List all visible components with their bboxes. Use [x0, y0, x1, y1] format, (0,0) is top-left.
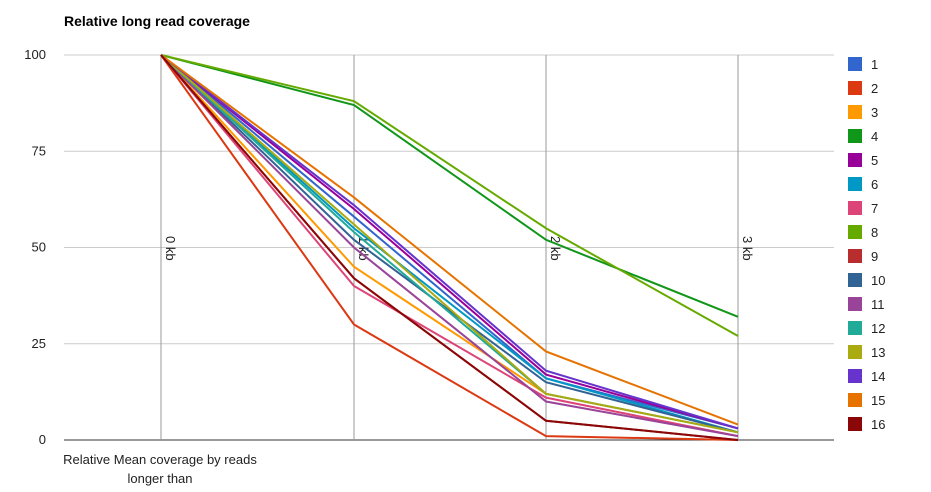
legend-item: 8	[848, 220, 885, 244]
y-tick-label: 100	[24, 47, 46, 62]
series-line-2	[160, 54, 739, 441]
legend-item: 2	[848, 76, 885, 100]
legend-swatch	[848, 57, 862, 71]
series-line-12	[160, 54, 739, 434]
legend-item: 11	[848, 292, 885, 316]
legend-item: 15	[848, 388, 885, 412]
legend-swatch	[848, 393, 862, 407]
legend-label: 7	[871, 200, 879, 216]
y-tick-label: 75	[32, 143, 46, 158]
series-line-5	[160, 54, 739, 430]
legend-item: 14	[848, 364, 885, 388]
y-tick-label: 50	[32, 240, 46, 255]
legend-label: 1	[871, 56, 879, 72]
legend-item: 9	[848, 244, 885, 268]
legend-swatch	[848, 201, 862, 215]
y-tick-label: 0	[39, 432, 46, 447]
legend-label: 12	[871, 320, 886, 336]
legend-label: 3	[871, 104, 879, 120]
legend-item: 12	[848, 316, 885, 340]
x-tick-label: 3 kb	[740, 236, 755, 261]
legend-item: 16	[848, 412, 885, 436]
legend-swatch	[848, 225, 862, 239]
legend-label: 6	[871, 176, 879, 192]
legend-swatch	[848, 417, 862, 431]
series-line-15	[160, 54, 739, 426]
legend-label: 9	[871, 248, 879, 264]
series-line-14	[160, 54, 739, 430]
legend-label: 2	[871, 80, 879, 96]
legend-item: 6	[848, 172, 885, 196]
series-line-6	[160, 54, 739, 434]
series-line-11	[160, 54, 739, 438]
legend-swatch	[848, 129, 862, 143]
series-line-3	[160, 54, 739, 434]
chart-title: Relative long read coverage	[64, 13, 250, 29]
x-tick-label: 2 kb	[548, 236, 563, 261]
legend-item: 7	[848, 196, 885, 220]
legend-label: 15	[871, 392, 886, 408]
legend-item: 10	[848, 268, 885, 292]
legend-item: 5	[848, 148, 885, 172]
legend-item: 3	[848, 100, 885, 124]
legend-swatch	[848, 249, 862, 263]
legend-swatch	[848, 345, 862, 359]
legend-swatch	[848, 321, 862, 335]
legend-swatch	[848, 81, 862, 95]
series-line-1	[160, 54, 739, 430]
legend-label: 16	[871, 416, 886, 432]
legend-label: 4	[871, 128, 879, 144]
legend-label: 13	[871, 344, 886, 360]
legend-label: 10	[871, 272, 886, 288]
series-line-13	[160, 54, 739, 434]
legend-label: 11	[871, 296, 885, 312]
legend-swatch	[848, 273, 862, 287]
legend-swatch	[848, 105, 862, 119]
legend-item: 1	[848, 52, 885, 76]
legend-swatch	[848, 369, 862, 383]
legend-label: 8	[871, 224, 879, 240]
series-line-7	[160, 54, 739, 438]
series-line-8	[160, 54, 739, 337]
legend-label: 5	[871, 152, 879, 168]
legend-item: 4	[848, 124, 885, 148]
series-line-16	[160, 54, 739, 441]
legend: 1 2 3 4 5 6 7 8 9 10 11 12 13 14 15 16	[848, 52, 885, 436]
legend-swatch	[848, 153, 862, 167]
x-axis-label: Relative Mean coverage by reads longer t…	[63, 452, 257, 486]
x-tick-label: 0 kb	[163, 236, 178, 261]
y-tick-label: 25	[32, 336, 46, 351]
legend-item: 13	[848, 340, 885, 364]
series-line-10	[160, 54, 739, 434]
legend-swatch	[848, 177, 862, 191]
legend-label: 14	[871, 368, 886, 384]
legend-swatch	[848, 297, 862, 311]
series-line-4	[160, 54, 739, 318]
